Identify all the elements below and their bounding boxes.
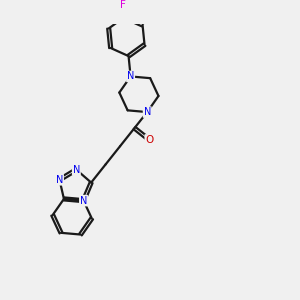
Text: N: N <box>80 196 87 206</box>
Text: N: N <box>56 175 63 185</box>
Text: O: O <box>145 135 154 145</box>
Text: F: F <box>121 0 126 10</box>
Text: N: N <box>127 71 134 82</box>
Text: N: N <box>73 165 80 175</box>
Text: N: N <box>143 107 151 117</box>
